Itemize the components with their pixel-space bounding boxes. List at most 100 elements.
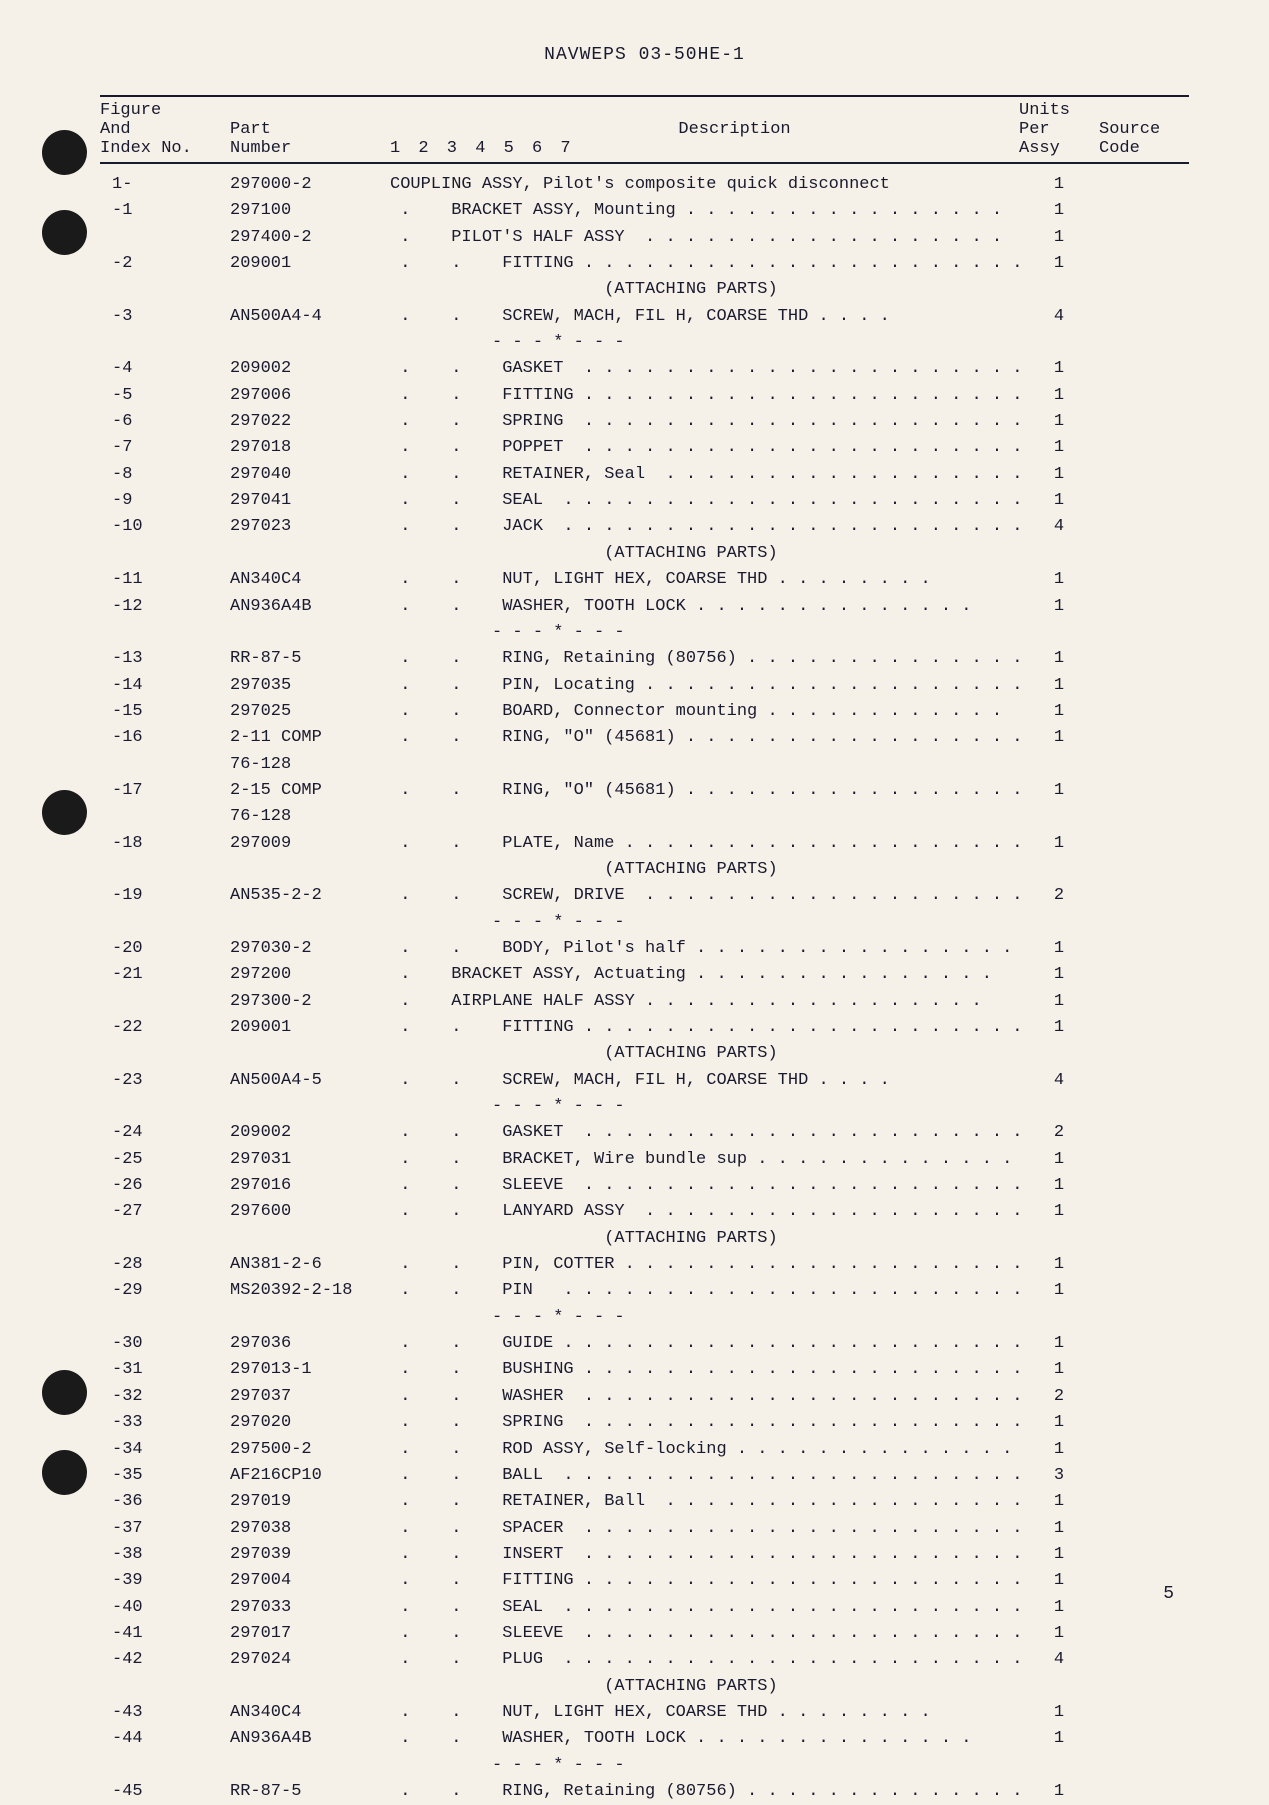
description-cell: - - - * - - - bbox=[390, 1305, 1019, 1331]
units-cell bbox=[1019, 910, 1099, 936]
source-cell bbox=[1099, 330, 1189, 356]
part-number-cell: 297037 bbox=[230, 1384, 390, 1410]
index-cell: -24 bbox=[100, 1120, 230, 1146]
part-number-cell: 297040 bbox=[230, 462, 390, 488]
index-cell: -36 bbox=[100, 1489, 230, 1515]
source-cell bbox=[1099, 1331, 1189, 1357]
index-cell: -28 bbox=[100, 1252, 230, 1278]
index-cell bbox=[100, 1305, 230, 1331]
source-cell bbox=[1099, 1305, 1189, 1331]
table-row: -3AN500A4-4 . . SCREW, MACH, FIL H, COAR… bbox=[100, 304, 1189, 330]
source-cell bbox=[1099, 1173, 1189, 1199]
source-cell bbox=[1099, 594, 1189, 620]
units-cell: 1 bbox=[1019, 1357, 1099, 1383]
table-row: - - - * - - - bbox=[100, 1094, 1189, 1120]
source-cell bbox=[1099, 1384, 1189, 1410]
table-row: -172-15 COMP . . RING, "O" (45681) . . .… bbox=[100, 778, 1189, 804]
index-cell: -12 bbox=[100, 594, 230, 620]
description-cell bbox=[390, 804, 1019, 830]
units-cell: 1 bbox=[1019, 383, 1099, 409]
units-cell: 2 bbox=[1019, 1120, 1099, 1146]
units-cell bbox=[1019, 1305, 1099, 1331]
description-cell: . . GASKET . . . . . . . . . . . . . . .… bbox=[390, 1120, 1019, 1146]
description-cell: . . RING, Retaining (80756) . . . . . . … bbox=[390, 646, 1019, 672]
document-id: NAVWEPS 03-50HE-1 bbox=[100, 45, 1189, 65]
table-row: (ATTACHING PARTS) bbox=[100, 277, 1189, 303]
source-cell bbox=[1099, 1015, 1189, 1041]
units-cell: 1 bbox=[1019, 673, 1099, 699]
description-cell: . AIRPLANE HALF ASSY . . . . . . . . . .… bbox=[390, 989, 1019, 1015]
part-number-cell: 297017 bbox=[230, 1621, 390, 1647]
table-row: -34297500-2 . . ROD ASSY, Self-locking .… bbox=[100, 1437, 1189, 1463]
units-cell: 1 bbox=[1019, 1595, 1099, 1621]
part-number-cell: 297036 bbox=[230, 1331, 390, 1357]
index-cell: -31 bbox=[100, 1357, 230, 1383]
index-cell: -33 bbox=[100, 1410, 230, 1436]
index-cell bbox=[100, 989, 230, 1015]
source-cell bbox=[1099, 1542, 1189, 1568]
units-cell: 1 bbox=[1019, 488, 1099, 514]
part-number-cell: 297000-2 bbox=[230, 172, 390, 198]
index-cell: -34 bbox=[100, 1437, 230, 1463]
index-cell: -25 bbox=[100, 1147, 230, 1173]
part-number-cell: AN500A4-5 bbox=[230, 1068, 390, 1094]
table-row: -29MS20392-2-18 . . PIN . . . . . . . . … bbox=[100, 1278, 1189, 1304]
source-cell bbox=[1099, 646, 1189, 672]
part-number-cell bbox=[230, 1305, 390, 1331]
description-cell: . . GASKET . . . . . . . . . . . . . . .… bbox=[390, 356, 1019, 382]
units-cell: 1 bbox=[1019, 1252, 1099, 1278]
table-row: - - - * - - - bbox=[100, 910, 1189, 936]
part-number-cell: AF216CP10 bbox=[230, 1463, 390, 1489]
part-number-cell: 76-128 bbox=[230, 804, 390, 830]
description-cell: . . PIN, COTTER . . . . . . . . . . . . … bbox=[390, 1252, 1019, 1278]
index-cell bbox=[100, 620, 230, 646]
punch-hole bbox=[42, 130, 87, 175]
units-cell: 1 bbox=[1019, 1726, 1099, 1752]
part-number-cell: 297100 bbox=[230, 198, 390, 224]
header-text: Description bbox=[390, 120, 1019, 139]
part-number-cell: MS20392-2-18 bbox=[230, 1278, 390, 1304]
part-number-cell: 209001 bbox=[230, 1015, 390, 1041]
index-cell: -18 bbox=[100, 831, 230, 857]
index-cell: -32 bbox=[100, 1384, 230, 1410]
parts-table: Figure And Index No. Part Number Descrip… bbox=[100, 95, 1189, 1805]
table-row: (ATTACHING PARTS) bbox=[100, 1041, 1189, 1067]
description-cell: . . GUIDE . . . . . . . . . . . . . . . … bbox=[390, 1331, 1019, 1357]
part-number-cell bbox=[230, 1041, 390, 1067]
index-cell: -19 bbox=[100, 883, 230, 909]
index-cell: -20 bbox=[100, 936, 230, 962]
table-row: (ATTACHING PARTS) bbox=[100, 1226, 1189, 1252]
units-cell: 1 bbox=[1019, 778, 1099, 804]
description-cell: . . WASHER, TOOTH LOCK . . . . . . . . .… bbox=[390, 594, 1019, 620]
source-cell bbox=[1099, 1647, 1189, 1673]
units-cell bbox=[1019, 1226, 1099, 1252]
description-cell: . . LANYARD ASSY . . . . . . . . . . . .… bbox=[390, 1199, 1019, 1225]
source-cell bbox=[1099, 488, 1189, 514]
units-cell: 4 bbox=[1019, 514, 1099, 540]
table-row: -41297017 . . SLEEVE . . . . . . . . . .… bbox=[100, 1621, 1189, 1647]
source-cell bbox=[1099, 1595, 1189, 1621]
units-cell: 1 bbox=[1019, 172, 1099, 198]
source-cell bbox=[1099, 514, 1189, 540]
description-cell: . . NUT, LIGHT HEX, COARSE THD . . . . .… bbox=[390, 1700, 1019, 1726]
source-cell bbox=[1099, 936, 1189, 962]
description-cell: . . PLATE, Name . . . . . . . . . . . . … bbox=[390, 831, 1019, 857]
description-cell: (ATTACHING PARTS) bbox=[390, 277, 1019, 303]
punch-hole bbox=[42, 1450, 87, 1495]
table-row: -2209001 . . FITTING . . . . . . . . . .… bbox=[100, 251, 1189, 277]
source-cell bbox=[1099, 1700, 1189, 1726]
index-cell: -29 bbox=[100, 1278, 230, 1304]
header-text: And bbox=[100, 120, 230, 139]
table-row: -38297039 . . INSERT . . . . . . . . . .… bbox=[100, 1542, 1189, 1568]
table-row: - - - * - - - bbox=[100, 1305, 1189, 1331]
part-number-cell bbox=[230, 1094, 390, 1120]
table-row: - - - * - - - bbox=[100, 330, 1189, 356]
part-number-cell: AN500A4-4 bbox=[230, 304, 390, 330]
units-cell: 1 bbox=[1019, 1700, 1099, 1726]
units-cell: 1 bbox=[1019, 198, 1099, 224]
source-cell bbox=[1099, 778, 1189, 804]
table-row: -9297041 . . SEAL . . . . . . . . . . . … bbox=[100, 488, 1189, 514]
units-cell: 1 bbox=[1019, 1147, 1099, 1173]
part-number-cell: AN340C4 bbox=[230, 1700, 390, 1726]
table-row: -30297036 . . GUIDE . . . . . . . . . . … bbox=[100, 1331, 1189, 1357]
